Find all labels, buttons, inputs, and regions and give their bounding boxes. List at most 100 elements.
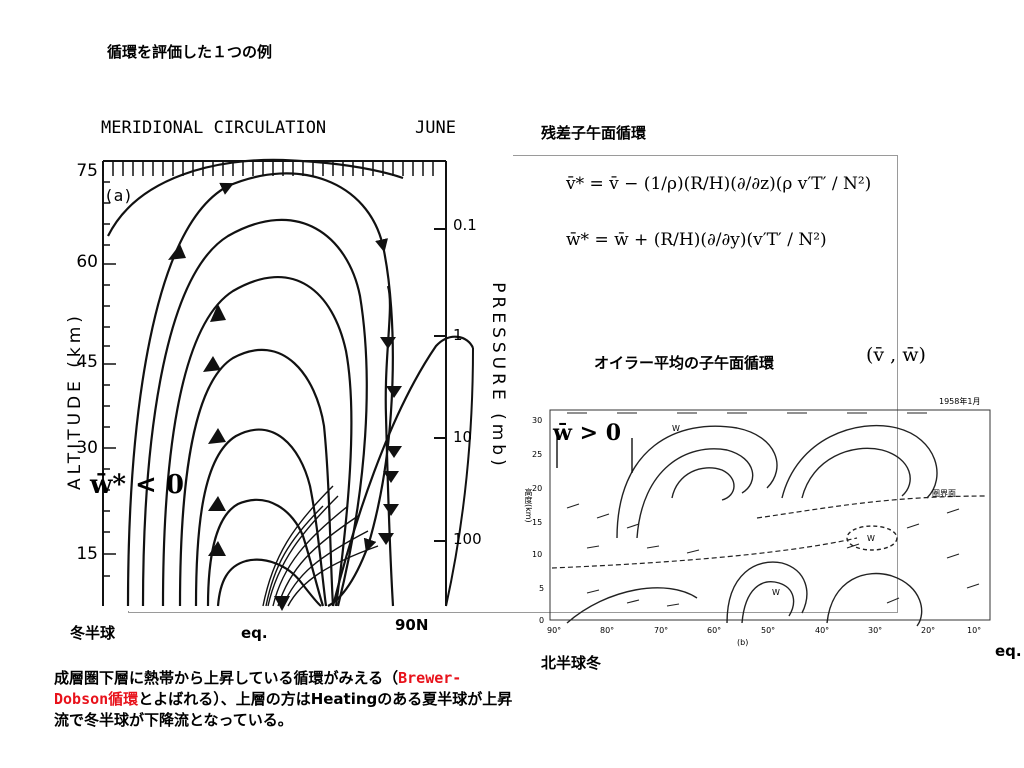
altitude-axis-label: ALTITUDE (km) <box>65 312 85 490</box>
w-star-negative-label: w̄* < 0 <box>90 470 184 500</box>
pressure-ticks <box>434 228 446 542</box>
northern-winter-label: 北半球冬 <box>541 654 602 672</box>
arrow-3 <box>203 356 221 372</box>
rf-y-label: 高度(km) <box>524 488 533 523</box>
arrow-1 <box>168 244 186 260</box>
rf-year-label: 1958年1月 <box>939 397 981 406</box>
meridional-circulation-figure: MERIDIONAL CIRCULATION JUNE (a) 75 60 45… <box>65 86 513 611</box>
description-text: 成層圏下層に熱帯から上昇している循環がみえる（Brewer-Dobson循環とよ… <box>54 668 514 731</box>
rf-x-tick-20: 20° <box>921 626 936 635</box>
cell-8 <box>826 572 923 627</box>
rf-w-mark-3: W <box>772 588 780 597</box>
streamline-6 <box>194 428 328 607</box>
equator-label-right: eq. <box>995 642 1022 660</box>
cell-2 <box>636 448 754 539</box>
arrow-13 <box>383 471 399 483</box>
rf-panel-label: (b) <box>737 638 749 647</box>
streamline-11 <box>445 347 474 607</box>
arrow-12 <box>378 533 394 545</box>
cell-7 <box>741 581 795 624</box>
pressure-axis-label: PRESSURE (mb) <box>488 282 508 470</box>
streamline-4 <box>161 275 353 607</box>
y-tick-75: 75 <box>76 161 98 181</box>
circulation-cells <box>566 424 938 627</box>
euler-circulation-plot <box>549 409 991 627</box>
cell-4 <box>781 424 938 499</box>
pressure-tick-1: 1 <box>453 326 463 344</box>
equator-cluster <box>262 485 379 607</box>
streamline-2 <box>126 172 394 607</box>
rf-y-tick-25: 25 <box>532 450 543 459</box>
arrow-10 <box>386 446 402 458</box>
streamlines <box>107 158 475 607</box>
w-star-equation: w̄* = w̄ + (R/H)(∂/∂y)(v′T′ / N²) <box>566 230 827 250</box>
v-star-equation: v̄* = v̄ − (1/ρ)(R/H)(∂/∂z)(ρ v′T′ / N²) <box>566 174 872 194</box>
panel-a-label: (a) <box>104 186 133 205</box>
pressure-tick-0.1: 0.1 <box>453 216 477 234</box>
y-tick-60: 60 <box>76 252 98 272</box>
cell-6 <box>726 561 808 624</box>
rf-y-tick-30: 30 <box>532 416 543 425</box>
equator-label-left: eq. <box>241 624 268 642</box>
cell-5 <box>801 447 911 499</box>
rf-y-tick-0: 0 <box>539 616 545 625</box>
arrow-field <box>566 412 980 607</box>
lower-dashed-line <box>551 537 858 569</box>
arrow-6 <box>208 541 226 556</box>
rf-y-tick-20: 20 <box>532 484 543 493</box>
w-bar-positive-label: w̄ > 0 <box>553 420 621 446</box>
euler-circulation-figure: 30 25 20 15 10 5 0 高度(km) 90° 80° 70° 60… <box>524 388 997 650</box>
rf-w-mark-2: W <box>867 534 875 543</box>
rf-y-tick-15: 15 <box>532 518 543 527</box>
arrow-9 <box>386 386 402 398</box>
cell-9 <box>566 587 698 624</box>
rf-y-tick-10: 10 <box>532 550 543 559</box>
rf-x-tick-90: 90° <box>547 626 562 635</box>
arrow-11 <box>383 504 399 516</box>
meridional-circulation-plot <box>102 158 475 611</box>
figure-title: MERIDIONAL CIRCULATION <box>101 118 327 138</box>
y-tick-30: 30 <box>76 438 98 458</box>
description-part-2: とよばれる）、上層の方はHeatingのある夏半球が上昇流で冬半球が下降流となっ… <box>54 690 513 729</box>
arrow-2 <box>210 304 226 322</box>
rf-tropopause-label: 圏界面 <box>932 489 956 498</box>
streamline-9 <box>384 285 395 607</box>
rf-x-tick-50: 50° <box>761 626 776 635</box>
y-tick-15: 15 <box>76 544 98 564</box>
pressure-tick-10: 10 <box>453 428 473 446</box>
euler-circulation-label: オイラー平均の子午面循環 <box>594 354 775 372</box>
pressure-tick-100: 100 <box>453 530 482 548</box>
rf-w-mark-1: W <box>672 424 680 433</box>
cell-1 <box>616 425 778 539</box>
figure-month: JUNE <box>415 118 456 138</box>
dashed-cell <box>846 525 898 551</box>
residual-circulation-label: 残差子午面循環 <box>541 124 647 142</box>
winter-hemisphere-label: 冬半球 <box>70 624 116 642</box>
left-ticks <box>103 160 116 577</box>
tropopause-line <box>756 495 988 519</box>
rf-x-tick-60: 60° <box>707 626 722 635</box>
brewer-dobson-highlight: Brewer-Dobson循環 <box>54 669 462 708</box>
rf-x-tick-80: 80° <box>600 626 615 635</box>
description-part-1: 成層圏下層に熱帯から上昇している循環がみえる（ <box>54 669 399 687</box>
cell-3 <box>671 467 735 501</box>
plot-box <box>549 409 991 621</box>
y-tick-45: 45 <box>76 352 98 372</box>
north-90-label: 90N <box>395 616 429 634</box>
rf-x-tick-30: 30° <box>868 626 883 635</box>
streamline-7 <box>206 498 325 607</box>
streamline-3 <box>141 218 368 607</box>
streamline-1 <box>107 158 404 237</box>
arrow-5 <box>208 496 226 511</box>
rf-y-tick-5: 5 <box>539 584 545 593</box>
rf-x-tick-40: 40° <box>815 626 830 635</box>
slide-title: 循環を評価した１つの例 <box>107 43 273 61</box>
arrow-8 <box>380 337 396 349</box>
arrowheads <box>168 244 402 611</box>
streamline-5 <box>178 348 335 607</box>
arrow-7 <box>274 596 290 611</box>
streamline-10 <box>331 335 475 607</box>
rf-x-tick-10: 10° <box>967 626 982 635</box>
euler-variables: (v̄ , w̄) <box>866 344 926 366</box>
rf-x-tick-70: 70° <box>654 626 669 635</box>
